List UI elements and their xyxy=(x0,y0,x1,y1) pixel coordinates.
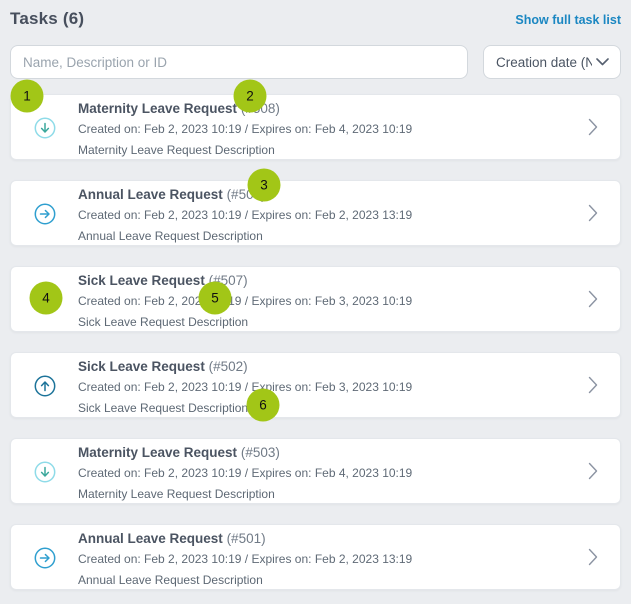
search-input[interactable] xyxy=(10,45,468,79)
page-title: Tasks (6) xyxy=(10,9,85,28)
task-name: Annual Leave Request xyxy=(78,531,223,546)
task-id: (#502) xyxy=(208,359,248,374)
task-dates: Created on: Feb 2, 2023 10:19 / Expires … xyxy=(78,208,413,222)
task-id: (#503) xyxy=(240,445,280,460)
task-card[interactable]: Sick Leave Request (#502) Created on: Fe… xyxy=(10,352,621,418)
task-id: (#508) xyxy=(240,101,280,116)
task-name: Sick Leave Request xyxy=(78,273,205,288)
task-name: Sick Leave Request xyxy=(78,359,205,374)
task-title: Maternity Leave Request (#508) xyxy=(78,100,580,117)
task-status-icon xyxy=(34,203,56,225)
task-title: Annual Leave Request (#506) xyxy=(78,186,580,203)
task-name: Annual Leave Request xyxy=(78,187,223,202)
task-dates: Created on: Feb 2, 2023 10:19 / Expires … xyxy=(78,380,413,394)
chevron-right-icon[interactable] xyxy=(588,290,598,308)
show-full-task-list-link[interactable]: Show full task list xyxy=(515,13,621,27)
task-description: Annual Leave Request Description xyxy=(78,573,263,587)
sort-dropdown-value: Creation date (N xyxy=(496,54,592,70)
panel-header: Tasks (6) Show full task list xyxy=(0,0,631,29)
chevron-right-icon[interactable] xyxy=(588,118,598,136)
task-id: (#507) xyxy=(208,273,248,288)
task-description: Maternity Leave Request Description xyxy=(78,143,275,157)
task-dates: Created on: Feb 2, 2023 10:19 / Expires … xyxy=(78,294,413,308)
task-title: Maternity Leave Request (#503) xyxy=(78,444,580,461)
task-description: Sick Leave Request Description xyxy=(78,401,249,415)
arrow-down-circle-icon xyxy=(34,117,56,139)
task-name: Maternity Leave Request xyxy=(78,101,238,116)
task-dates: Created on: Feb 2, 2023 10:19 / Expires … xyxy=(78,552,413,566)
task-card[interactable]: Maternity Leave Request (#503) Created o… xyxy=(10,438,621,504)
arrow-right-circle-icon xyxy=(34,203,56,225)
task-title: Sick Leave Request (#507) xyxy=(78,272,580,289)
chevron-right-icon[interactable] xyxy=(588,462,598,480)
arrow-up-circle-icon xyxy=(34,289,56,311)
chevron-right-icon[interactable] xyxy=(588,376,598,394)
task-dates: Created on: Feb 2, 2023 10:19 / Expires … xyxy=(78,122,413,136)
task-status-icon xyxy=(34,461,56,483)
task-description: Sick Leave Request Description xyxy=(78,315,249,329)
task-status-icon xyxy=(34,289,56,311)
task-status-icon xyxy=(34,117,56,139)
task-status-icon xyxy=(34,547,56,569)
chevron-right-icon[interactable] xyxy=(588,204,598,222)
task-id: (#506) xyxy=(226,187,266,202)
chevron-right-icon[interactable] xyxy=(588,548,598,566)
task-list: Maternity Leave Request (#508) Created o… xyxy=(10,94,621,590)
task-title: Sick Leave Request (#502) xyxy=(78,358,580,375)
task-status-icon xyxy=(34,375,56,397)
task-card[interactable]: Annual Leave Request (#506) Created on: … xyxy=(10,180,621,246)
task-id: (#501) xyxy=(226,531,266,546)
sort-dropdown[interactable]: Creation date (N xyxy=(483,45,621,79)
chevron-down-icon xyxy=(596,58,609,66)
task-description: Annual Leave Request Description xyxy=(78,229,263,243)
filter-controls: Creation date (N xyxy=(10,45,621,79)
task-dates: Created on: Feb 2, 2023 10:19 / Expires … xyxy=(78,466,413,480)
task-card[interactable]: Sick Leave Request (#507) Created on: Fe… xyxy=(10,266,621,332)
task-description: Maternity Leave Request Description xyxy=(78,487,275,501)
task-title: Annual Leave Request (#501) xyxy=(78,530,580,547)
task-name: Maternity Leave Request xyxy=(78,445,238,460)
arrow-right-circle-icon xyxy=(34,547,56,569)
task-card[interactable]: Annual Leave Request (#501) Created on: … xyxy=(10,524,621,590)
task-card[interactable]: Maternity Leave Request (#508) Created o… xyxy=(10,94,621,160)
arrow-down-circle-icon xyxy=(34,461,56,483)
arrow-up-circle-icon xyxy=(34,375,56,397)
